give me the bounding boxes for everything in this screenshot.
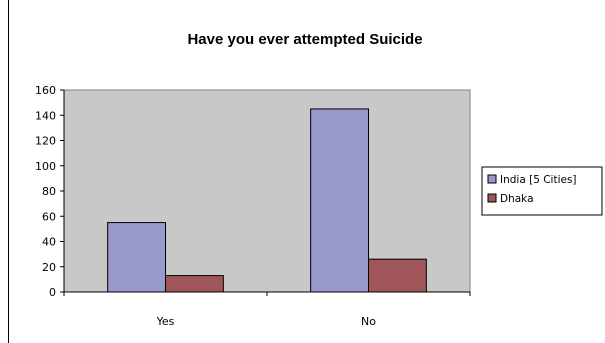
legend-label: Dhaka xyxy=(500,193,534,205)
y-tick-label: 140 xyxy=(35,109,56,122)
legend-box xyxy=(481,166,603,216)
x-tick-label: No xyxy=(361,315,376,328)
legend-swatch xyxy=(487,193,497,203)
legend: India [5 Cities] Dhaka xyxy=(481,166,603,216)
y-tick-label: 60 xyxy=(42,210,56,223)
legend-label: India [5 Cities] xyxy=(500,174,577,186)
bar-no-series-1 xyxy=(368,258,427,293)
bar-yes-series-0 xyxy=(107,222,166,293)
x-axis: Yes No xyxy=(63,291,471,328)
y-tick-label: 20 xyxy=(42,261,56,274)
y-tick-label: 160 xyxy=(35,84,56,97)
y-tick-label: 40 xyxy=(42,236,56,249)
chart-title: Have you ever attempted Suicide xyxy=(187,31,422,48)
y-tick-label: 0 xyxy=(49,286,56,299)
legend-swatch xyxy=(487,174,497,184)
bar-yes-series-1 xyxy=(165,275,224,293)
y-tick-label: 100 xyxy=(35,160,56,173)
bar-no-series-0 xyxy=(310,108,369,293)
y-axis: 0 20 40 60 80 100 120 140 160 xyxy=(35,84,65,299)
y-tick-label: 80 xyxy=(42,185,56,198)
x-tick-label: Yes xyxy=(156,315,175,328)
y-tick-label: 120 xyxy=(35,135,56,148)
